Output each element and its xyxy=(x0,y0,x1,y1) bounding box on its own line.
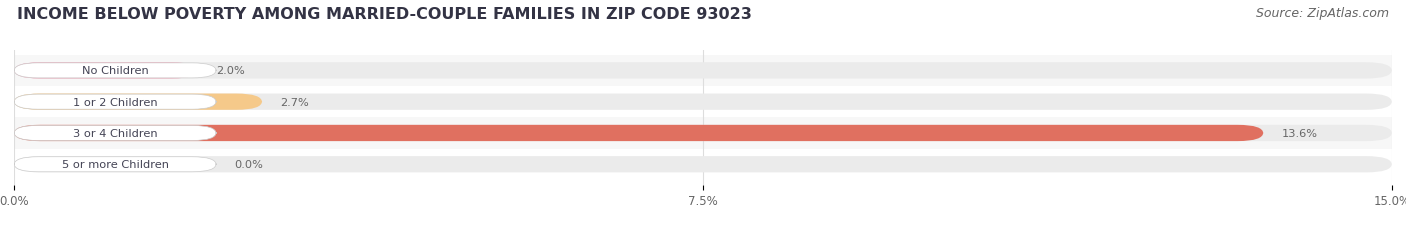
Bar xyxy=(14,55,1392,87)
FancyBboxPatch shape xyxy=(14,64,217,79)
Text: 1 or 2 Children: 1 or 2 Children xyxy=(73,97,157,107)
Text: 5 or more Children: 5 or more Children xyxy=(62,160,169,170)
FancyBboxPatch shape xyxy=(14,63,198,79)
FancyBboxPatch shape xyxy=(14,156,1392,173)
Text: 2.0%: 2.0% xyxy=(217,66,245,76)
FancyBboxPatch shape xyxy=(14,125,1264,142)
Bar xyxy=(14,87,1392,118)
FancyBboxPatch shape xyxy=(14,95,217,110)
FancyBboxPatch shape xyxy=(14,157,217,172)
Text: 2.7%: 2.7% xyxy=(280,97,309,107)
Bar xyxy=(14,118,1392,149)
FancyBboxPatch shape xyxy=(14,94,1392,110)
Text: Source: ZipAtlas.com: Source: ZipAtlas.com xyxy=(1256,7,1389,20)
FancyBboxPatch shape xyxy=(14,126,217,141)
Text: No Children: No Children xyxy=(82,66,149,76)
Text: 3 or 4 Children: 3 or 4 Children xyxy=(73,128,157,138)
FancyBboxPatch shape xyxy=(14,125,1392,142)
FancyBboxPatch shape xyxy=(14,63,1392,79)
FancyBboxPatch shape xyxy=(14,94,262,110)
Text: 0.0%: 0.0% xyxy=(235,160,263,170)
Text: 13.6%: 13.6% xyxy=(1282,128,1317,138)
Text: INCOME BELOW POVERTY AMONG MARRIED-COUPLE FAMILIES IN ZIP CODE 93023: INCOME BELOW POVERTY AMONG MARRIED-COUPL… xyxy=(17,7,752,22)
Bar xyxy=(14,149,1392,180)
